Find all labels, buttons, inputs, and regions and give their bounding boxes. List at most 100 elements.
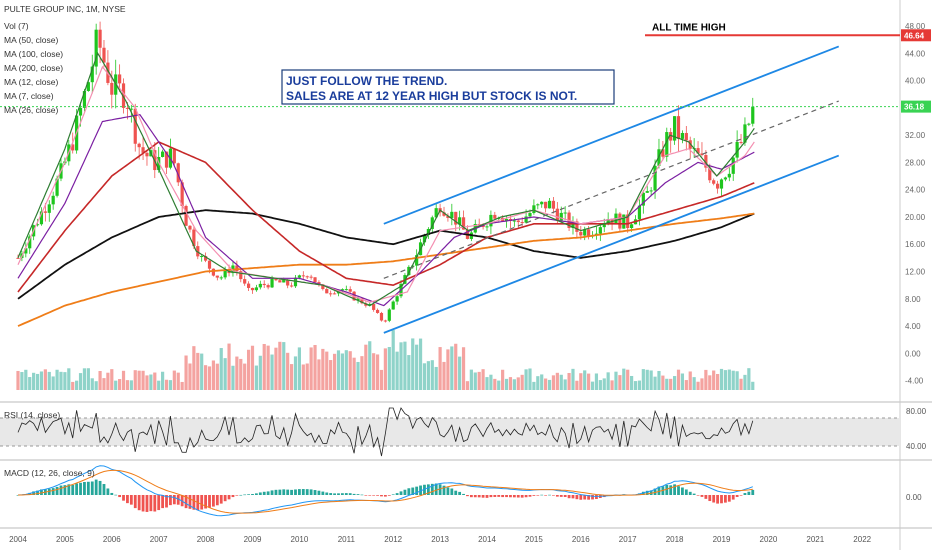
price-tick-label: 44.00	[905, 49, 926, 58]
volume-bar	[317, 359, 321, 390]
volume-bar	[438, 347, 442, 390]
legend-ma200[interactable]: MA (200, close)	[4, 63, 63, 73]
candle-body	[90, 66, 94, 83]
volume-bar	[254, 365, 259, 390]
callout-line-2: SALES ARE AT 12 YEAR HIGH BUT STOCK IS N…	[286, 89, 577, 103]
candle-body	[547, 200, 552, 209]
volume-bar	[551, 375, 556, 390]
candle-body	[579, 231, 583, 236]
macd-histogram-bar	[383, 495, 387, 497]
candle-body	[239, 271, 243, 280]
candle-body	[434, 208, 438, 218]
legend-ma50[interactable]: MA (50, close)	[4, 35, 58, 45]
volume-bar	[493, 378, 497, 390]
macd-histogram-bar	[380, 495, 383, 497]
candle-body	[118, 74, 122, 84]
candle-body	[141, 147, 145, 153]
volume-bar	[188, 363, 192, 390]
candle-body	[415, 255, 419, 266]
candle-body	[411, 265, 415, 267]
candle-body	[708, 167, 712, 181]
volume-bar	[673, 376, 677, 390]
macd-histogram-bar	[469, 495, 473, 498]
legend-ma7[interactable]: MA (7, close)	[4, 91, 54, 101]
volume-bar	[618, 375, 622, 390]
volume-bar	[465, 381, 470, 390]
year-tick-label: 2005	[56, 535, 74, 544]
volume-bar	[110, 369, 114, 390]
price-tick-label: 40.00	[905, 77, 926, 86]
macd-histogram-bar	[360, 494, 364, 496]
candle-body	[598, 227, 602, 234]
volume-bar	[688, 371, 692, 390]
year-tick-label: 2022	[853, 535, 871, 544]
macd-histogram-bar	[255, 493, 258, 495]
volume-bar	[266, 345, 270, 390]
volume-bar	[450, 346, 454, 390]
candle-body	[676, 116, 681, 139]
macd-histogram-bar	[509, 495, 512, 498]
macd-histogram-bar	[743, 493, 747, 495]
volume-bar	[458, 356, 462, 390]
time-axis[interactable]: 2004 2005 2006 2007 2008 2009 2010 2011 2012 2013…	[9, 535, 872, 544]
volume-bar	[219, 348, 223, 390]
macd-histogram-bar	[450, 488, 454, 495]
legend-vol[interactable]: Vol (7)	[4, 21, 29, 31]
candle-body	[422, 234, 427, 243]
macd-histogram-bar	[321, 491, 325, 495]
volume-bar	[78, 373, 83, 390]
volume-bar	[555, 372, 559, 390]
legend-ma12[interactable]: MA (12, close)	[4, 77, 58, 87]
legend-ma100[interactable]: MA (100, close)	[4, 49, 63, 59]
volume-bar	[176, 372, 180, 390]
macd-histogram-bar	[344, 493, 348, 495]
volume-bar	[168, 380, 173, 390]
volume-bar	[497, 380, 501, 390]
rsi-label[interactable]: RSI (14, close)	[4, 410, 60, 420]
macd-histogram-bar	[36, 490, 39, 495]
candle-body	[102, 47, 106, 63]
macd-histogram-bar	[286, 489, 290, 495]
macd-histogram-bar	[51, 488, 55, 495]
volume-bar	[344, 350, 348, 390]
volume-bar	[387, 346, 391, 390]
candle-body	[266, 285, 270, 288]
volume-bar	[94, 381, 98, 390]
candle-body	[454, 211, 458, 225]
volume-bar	[262, 343, 266, 390]
macd-histogram-bar	[102, 484, 106, 495]
legend-ma26[interactable]: MA (26, close)	[4, 105, 58, 115]
volume-bar	[379, 369, 384, 390]
macd-histogram-bar	[329, 493, 333, 495]
volume-bar	[32, 372, 36, 390]
macd-histogram-bar	[446, 487, 450, 495]
volume-bar	[157, 380, 161, 390]
volume-bar	[649, 370, 653, 390]
macd-histogram-bar	[555, 495, 559, 497]
macd-label[interactable]: MACD (12, 26, close, 9)	[4, 468, 95, 478]
volume-bar	[723, 370, 728, 390]
volume-bar	[579, 373, 583, 390]
macd-histogram-bar	[751, 489, 755, 495]
macd-histogram-bar	[536, 495, 540, 496]
symbol-title[interactable]: PULTE GROUP INC, 1M, NYSE	[4, 4, 126, 14]
volume-bar	[704, 369, 708, 390]
volume-bar	[332, 353, 337, 390]
candle-body	[215, 275, 219, 278]
volume-bar	[751, 381, 755, 390]
candle-body	[485, 226, 489, 228]
volume-bar	[246, 349, 251, 390]
volume-bar	[481, 369, 485, 390]
volume-bar	[614, 371, 618, 390]
price-axis[interactable]: 48.0044.0040.0036.0032.0028.0024.0020.00…	[905, 22, 926, 386]
macd-histogram-bar	[653, 488, 657, 495]
macd-histogram-bar	[552, 495, 555, 496]
macd-histogram-bar	[430, 483, 434, 495]
candle-body	[344, 289, 348, 291]
volume-bar	[121, 370, 126, 390]
volume-bar	[461, 347, 466, 390]
macd-histogram-bar	[106, 488, 110, 495]
candle-body	[219, 277, 223, 279]
macd-histogram-bar	[411, 487, 415, 495]
macd-histogram-bar	[458, 491, 462, 495]
